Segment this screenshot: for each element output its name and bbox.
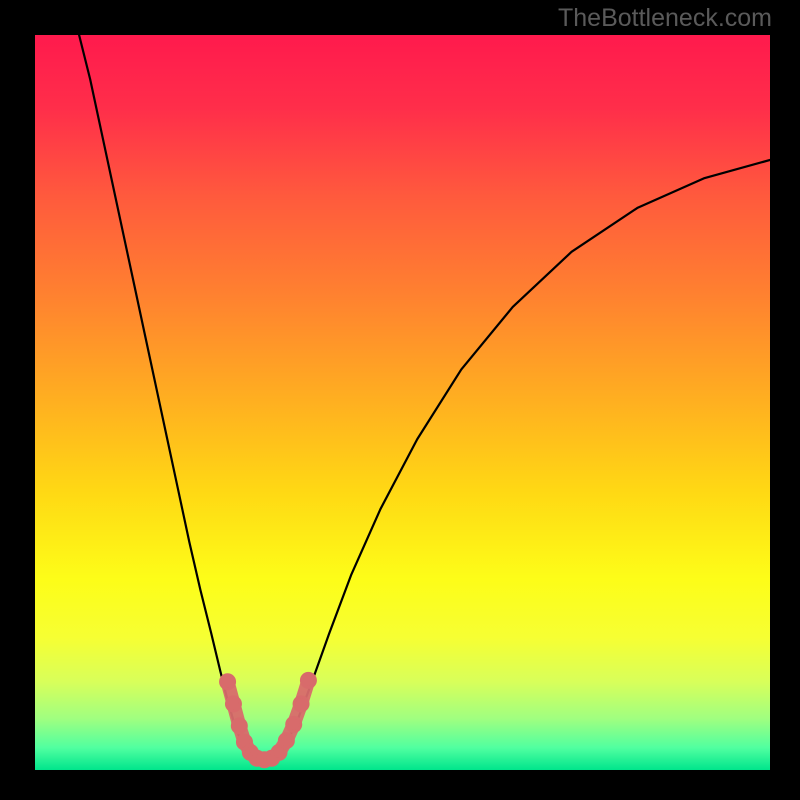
marker-dot [294, 697, 308, 711]
marker-dot [221, 675, 235, 689]
bottleneck-chart [35, 35, 770, 770]
chart-background [35, 35, 770, 770]
marker-dot [279, 734, 293, 748]
marker-dot [232, 719, 246, 733]
figure-root: TheBottleneck.com [0, 0, 800, 800]
marker-dot [287, 717, 301, 731]
watermark-text: TheBottleneck.com [558, 4, 772, 33]
marker-dot [301, 673, 315, 687]
marker-dot [226, 697, 240, 711]
